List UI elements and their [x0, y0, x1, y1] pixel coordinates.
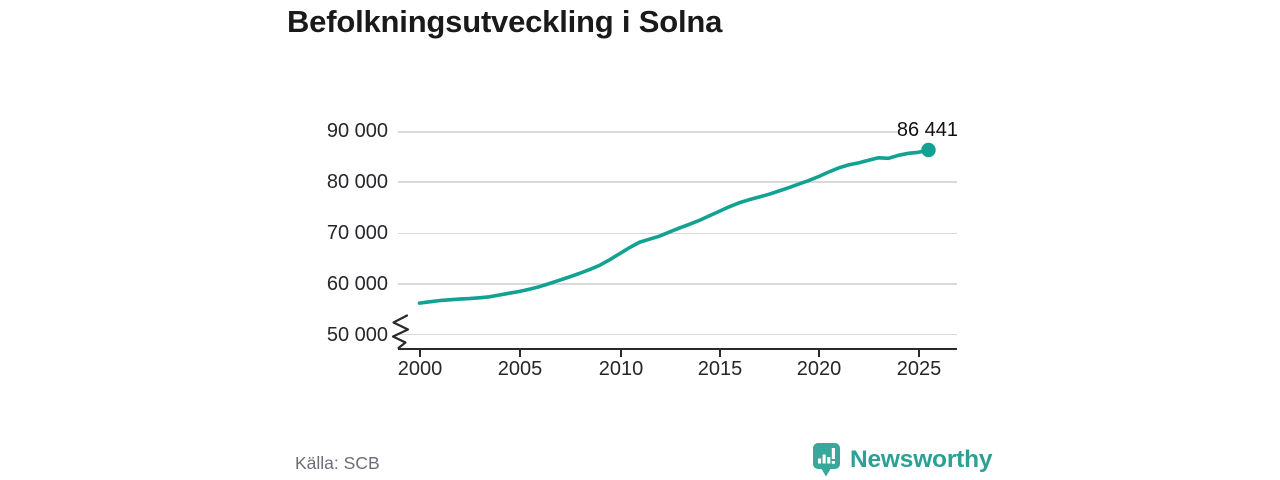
x-axis-tick-label: 2020: [796, 358, 842, 380]
x-axis-tick: [620, 350, 623, 357]
x-axis-tick-label: 2005: [497, 358, 543, 380]
y-axis-tick-label: 50 000: [326, 323, 388, 346]
x-axis-tick: [719, 350, 722, 357]
chart-title: Befolkningsutveckling i Solna: [287, 4, 723, 39]
x-axis-tick-label: 2015: [697, 358, 743, 380]
gridline: [398, 333, 957, 336]
x-axis-tick-label: 2010: [598, 358, 644, 380]
newsworthy-bubble-chart-icon: [813, 443, 840, 477]
y-axis-tick-label: 70 000: [326, 222, 388, 244]
newsworthy-wordmark: Newsworthy: [850, 446, 993, 473]
x-axis-tick-label: 2000: [397, 358, 443, 380]
population-line: [417, 148, 931, 305]
gridline: [398, 131, 897, 133]
newsworthy-logo: Newsworthy: [812, 442, 993, 478]
gridline: [398, 283, 957, 285]
x-axis-tick: [918, 350, 921, 357]
gridline: [398, 232, 957, 235]
x-axis-tick: [519, 350, 522, 357]
newsworthy-bubble: [813, 443, 840, 477]
end-value-label: 86 441: [896, 119, 958, 141]
source-note: Källa: SCB: [295, 453, 380, 473]
y-axis-tick-label: 90 000: [326, 120, 388, 142]
y-axis-tick-label: 60 000: [326, 272, 388, 295]
axis-break-icon: [391, 314, 410, 350]
x-axis-tick: [419, 350, 422, 357]
x-axis-line: [398, 348, 957, 351]
gridline: [398, 181, 957, 183]
x-axis-tick-label: 2025: [896, 358, 942, 380]
y-axis-tick-label: 80 000: [326, 170, 388, 193]
x-axis-tick: [818, 350, 821, 357]
end-point-marker: [921, 142, 936, 158]
